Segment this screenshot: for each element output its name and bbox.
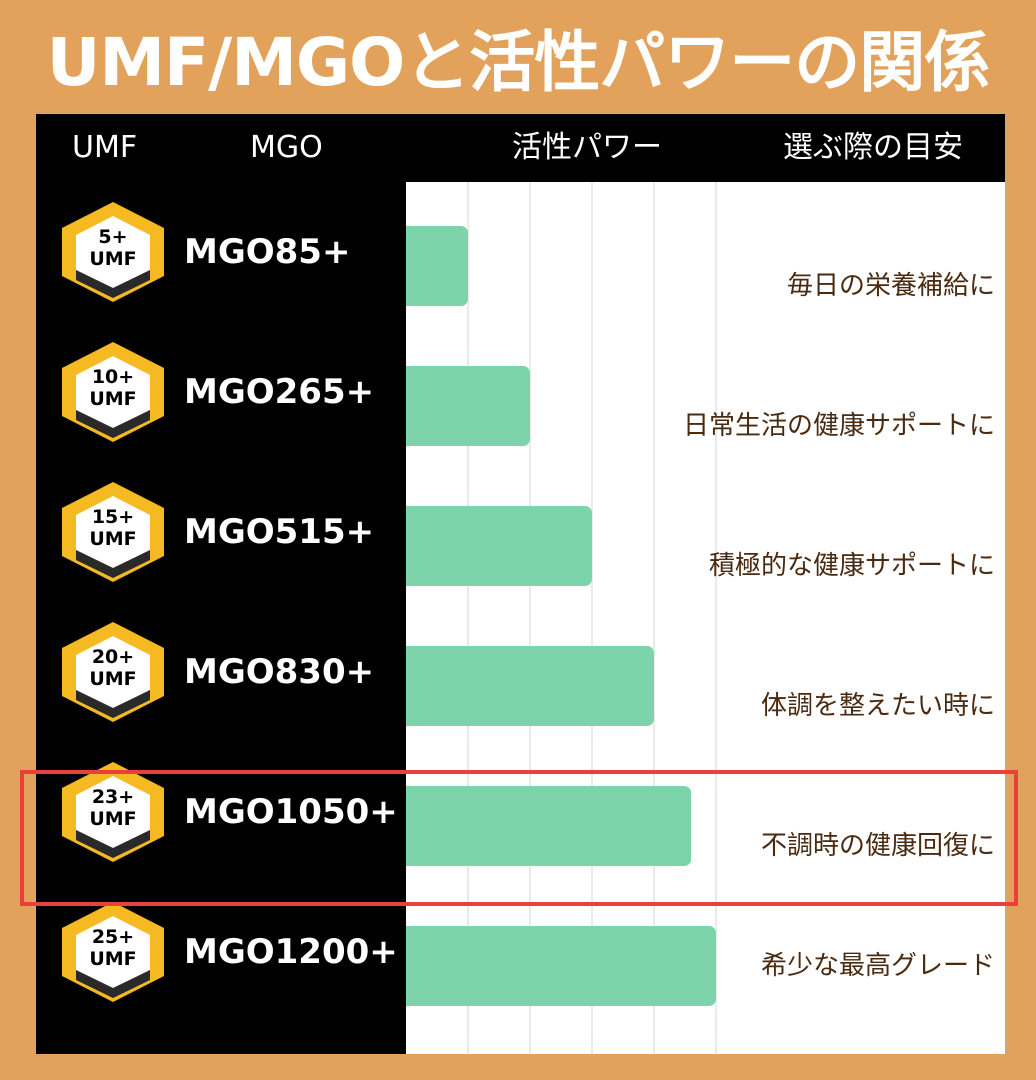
hexagon-badge-icon — [62, 622, 164, 722]
umf-grade: 25+ — [91, 926, 135, 948]
umf-unit: UMF — [89, 248, 137, 270]
header-power: 活性パワー — [512, 130, 662, 165]
bar — [406, 366, 530, 446]
bar-edge — [406, 786, 416, 866]
umf-badge: 23+ UMF — [58, 760, 168, 864]
umf-unit: UMF — [89, 668, 137, 690]
table-row: 5+ UMF MGO85+ 毎日の栄養補給に — [36, 182, 1005, 322]
umf-grade: 15+ — [91, 506, 135, 528]
guide-annotation: 毎日の栄養補給に — [786, 271, 995, 301]
umf-badge: 20+ UMF — [58, 620, 168, 724]
chart-title: UMF/MGOと活性パワーの関係 — [46, 24, 990, 101]
mgo-label: MGO1050+ — [184, 792, 398, 832]
bar-edge — [406, 646, 416, 726]
umf-grade: 20+ — [91, 646, 135, 668]
umf-grade: 5+ — [98, 226, 128, 248]
mgo-label: MGO515+ — [184, 512, 375, 552]
umf-badge: 5+ UMF — [58, 200, 168, 304]
umf-unit: UMF — [89, 948, 137, 970]
table-row: 20+ UMF MGO830+ 体調を整えたい時に — [36, 602, 1005, 742]
mgo-label: MGO830+ — [184, 652, 375, 692]
guide-annotation: 不調時の健康回復に — [760, 831, 995, 861]
bar-edge — [406, 366, 416, 446]
table-row: 25+ UMF MGO1200+ 希少な最高グレード — [36, 882, 1005, 1022]
hexagon-badge-icon — [62, 202, 164, 302]
guide-annotation: 体調を整えたい時に — [760, 691, 995, 721]
hexagon-badge-icon — [62, 762, 164, 862]
left-column — [36, 182, 406, 1054]
umf-grade: 23+ — [91, 786, 135, 808]
bar — [406, 226, 468, 306]
mgo-label: MGO265+ — [184, 372, 375, 412]
bar-chart — [406, 182, 717, 1054]
bar — [406, 646, 654, 726]
chart-panel: UMF MGO 活性パワー 選ぶ際の目安 5+ UMF MGO85+ 毎日の栄養補給に… — [36, 114, 1005, 1054]
bar-edge — [406, 226, 416, 306]
table-row: 23+ UMF MGO1050+ 不調時の健康回復に — [36, 742, 1005, 882]
guide-annotation: 積極的な健康サポートに — [708, 551, 995, 581]
bar — [406, 786, 692, 866]
umf-badge: 25+ UMF — [58, 900, 168, 1004]
umf-badge: 15+ UMF — [58, 480, 168, 584]
table-header: UMF MGO 活性パワー 選ぶ際の目安 — [36, 114, 1005, 182]
umf-unit: UMF — [89, 388, 137, 410]
bar-edge — [406, 506, 416, 586]
umf-unit: UMF — [89, 808, 137, 830]
hexagon-badge-icon — [62, 902, 164, 1002]
umf-unit: UMF — [89, 528, 137, 550]
guide-annotation: 日常生活の健康サポートに — [682, 411, 995, 441]
mgo-label: MGO1200+ — [184, 932, 398, 972]
umf-grade: 10+ — [91, 366, 135, 388]
header-umf: UMF — [72, 130, 138, 165]
guide-annotation: 希少な最高グレード — [760, 951, 995, 981]
mgo-label: MGO85+ — [184, 232, 351, 272]
table-row: 15+ UMF MGO515+ 積極的な健康サポートに — [36, 462, 1005, 602]
bar — [406, 926, 716, 1006]
hexagon-badge-icon — [62, 342, 164, 442]
bar-edge — [406, 926, 416, 1006]
highlight-frame — [20, 770, 1018, 906]
umf-badge: 10+ UMF — [58, 340, 168, 444]
header-mgo: MGO — [250, 130, 323, 165]
header-guide: 選ぶ際の目安 — [783, 130, 963, 165]
bar — [406, 506, 592, 586]
hexagon-badge-icon — [62, 482, 164, 582]
table-row: 10+ UMF MGO265+ 日常生活の健康サポートに — [36, 322, 1005, 462]
